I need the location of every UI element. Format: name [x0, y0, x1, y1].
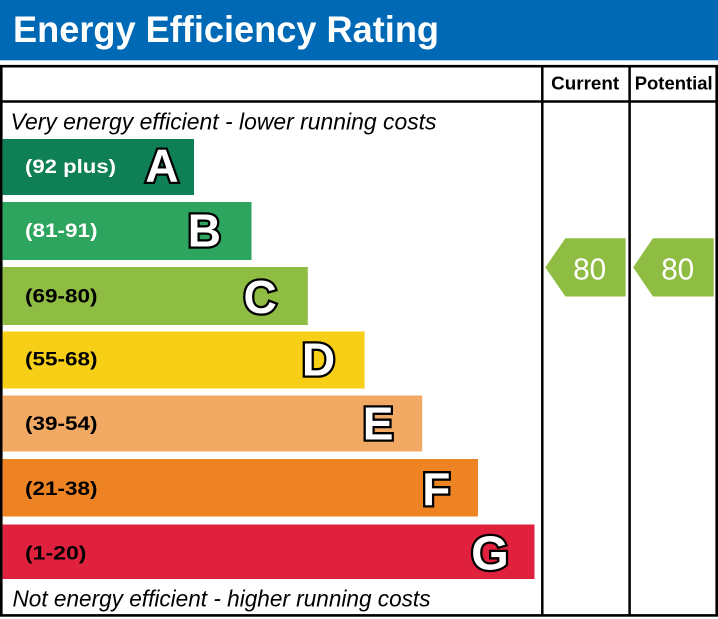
svg-text:(21-38): (21-38)	[25, 478, 98, 500]
svg-text:(1-20): (1-20)	[25, 543, 87, 565]
svg-text:Not energy efficient - higher: Not energy efficient - higher running co…	[13, 586, 431, 612]
svg-text:A: A	[145, 139, 178, 191]
svg-text:80: 80	[661, 252, 694, 287]
svg-text:(69-80): (69-80)	[25, 286, 98, 308]
svg-text:F: F	[422, 463, 450, 515]
svg-text:(81-91): (81-91)	[25, 220, 98, 242]
svg-text:Very energy efficient - lower: Very energy efficient - lower running co…	[11, 109, 437, 135]
svg-text:Energy Efficiency Rating: Energy Efficiency Rating	[13, 9, 439, 50]
svg-text:D: D	[302, 334, 335, 386]
svg-text:Potential: Potential	[635, 72, 713, 93]
svg-text:(39-54): (39-54)	[25, 413, 98, 435]
svg-text:80: 80	[573, 252, 606, 287]
svg-text:C: C	[243, 271, 276, 323]
svg-text:Current: Current	[551, 72, 619, 93]
svg-text:(55-68): (55-68)	[25, 349, 98, 371]
svg-text:E: E	[363, 397, 394, 449]
svg-text:G: G	[471, 527, 509, 581]
svg-text:B: B	[188, 204, 221, 256]
svg-text:(92 plus): (92 plus)	[25, 156, 116, 178]
